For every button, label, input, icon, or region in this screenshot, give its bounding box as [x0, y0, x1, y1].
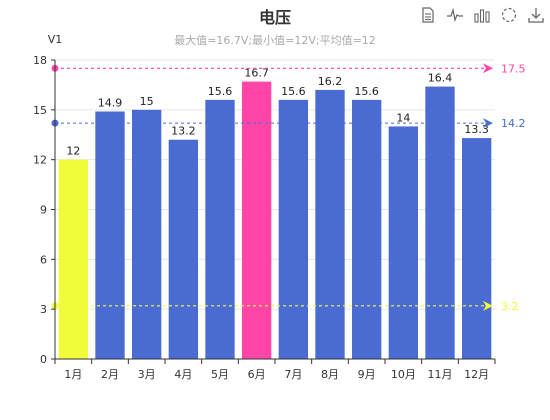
markline-arrow: [483, 63, 493, 74]
x-tick-label: 1月: [64, 368, 82, 381]
y-tick-label: 12: [33, 154, 47, 167]
y-tick-label: 9: [40, 204, 47, 217]
chart-toolbox: [419, 6, 545, 24]
markline-label: 3.2: [501, 300, 519, 313]
bar-value-label: 16.2: [318, 75, 343, 88]
bar: [352, 99, 382, 359]
bar-value-label: 14.9: [98, 96, 123, 109]
bar: [315, 89, 345, 360]
markline-arrow: [483, 300, 493, 311]
x-tick-label: 2月: [101, 368, 119, 381]
bar: [278, 99, 308, 359]
bar: [58, 159, 88, 359]
y-tick-label: 0: [40, 353, 47, 366]
x-tick-label: 5月: [211, 368, 229, 381]
bar-value-label: 15.6: [208, 85, 233, 98]
restore-icon[interactable]: [500, 6, 518, 24]
y-tick-label: 6: [40, 253, 47, 266]
bar: [462, 138, 492, 359]
mark-lines: 17.5 14.2 3.2: [51, 62, 526, 313]
y-axis-label: V1: [48, 33, 63, 46]
x-tick-label: 3月: [138, 368, 156, 381]
grid-lines: [55, 59, 495, 310]
bars: [58, 81, 492, 360]
y-tick-label: 3: [40, 303, 47, 316]
bar-value-label: 16.7: [244, 67, 269, 80]
save-image-icon[interactable]: [527, 6, 545, 24]
bar-value-label: 13.2: [171, 125, 196, 138]
x-tick-label: 9月: [358, 368, 376, 381]
line-chart-icon[interactable]: [446, 6, 464, 24]
markline-label: 17.5: [501, 62, 526, 75]
data-view-icon[interactable]: [419, 6, 437, 24]
x-tick-label: 7月: [284, 368, 302, 381]
x-tick-label: 4月: [174, 368, 192, 381]
bar: [242, 81, 272, 359]
x-tick-label: 11月: [428, 368, 453, 381]
bar-chart-icon[interactable]: [473, 6, 491, 24]
bar-value-label: 12: [66, 145, 80, 158]
data-labels: 12 14.9 15 13.2 15.6 16.7 15.6 16.2 15.6 14 16.4 13…: [66, 67, 489, 158]
bar-value-label: 14: [396, 111, 410, 124]
chart-subtitle: 最大值=16.7V;最小值=12V;平均值=12: [174, 34, 376, 47]
bar-value-label: 15.6: [354, 85, 379, 98]
axes: 0 3 6 9 12 15 18 1月 2月 3月 4月 5月 6月 7月 8月 9月 10月 11月 12月: [33, 54, 496, 381]
x-tick-label: 10月: [391, 368, 416, 381]
bar-value-label: 16.4: [428, 72, 453, 85]
chart-title: 电压: [258, 8, 291, 27]
bar: [132, 109, 162, 359]
bar: [95, 111, 125, 359]
bar: [425, 86, 455, 360]
bar: [168, 139, 198, 359]
bar-value-label: 15: [140, 95, 154, 108]
y-tick-label: 15: [33, 104, 47, 117]
x-tick-label: 6月: [248, 368, 266, 381]
x-tick-label: 12月: [464, 368, 489, 381]
x-tick-label: 8月: [321, 368, 339, 381]
bar: [388, 126, 418, 359]
bar: [205, 99, 235, 359]
bar-value-label: 15.6: [281, 85, 306, 98]
bar-value-label: 13.3: [464, 123, 489, 136]
markline-label: 14.2: [501, 117, 526, 130]
markline-arrow: [483, 118, 493, 129]
y-tick-label: 18: [33, 54, 47, 67]
